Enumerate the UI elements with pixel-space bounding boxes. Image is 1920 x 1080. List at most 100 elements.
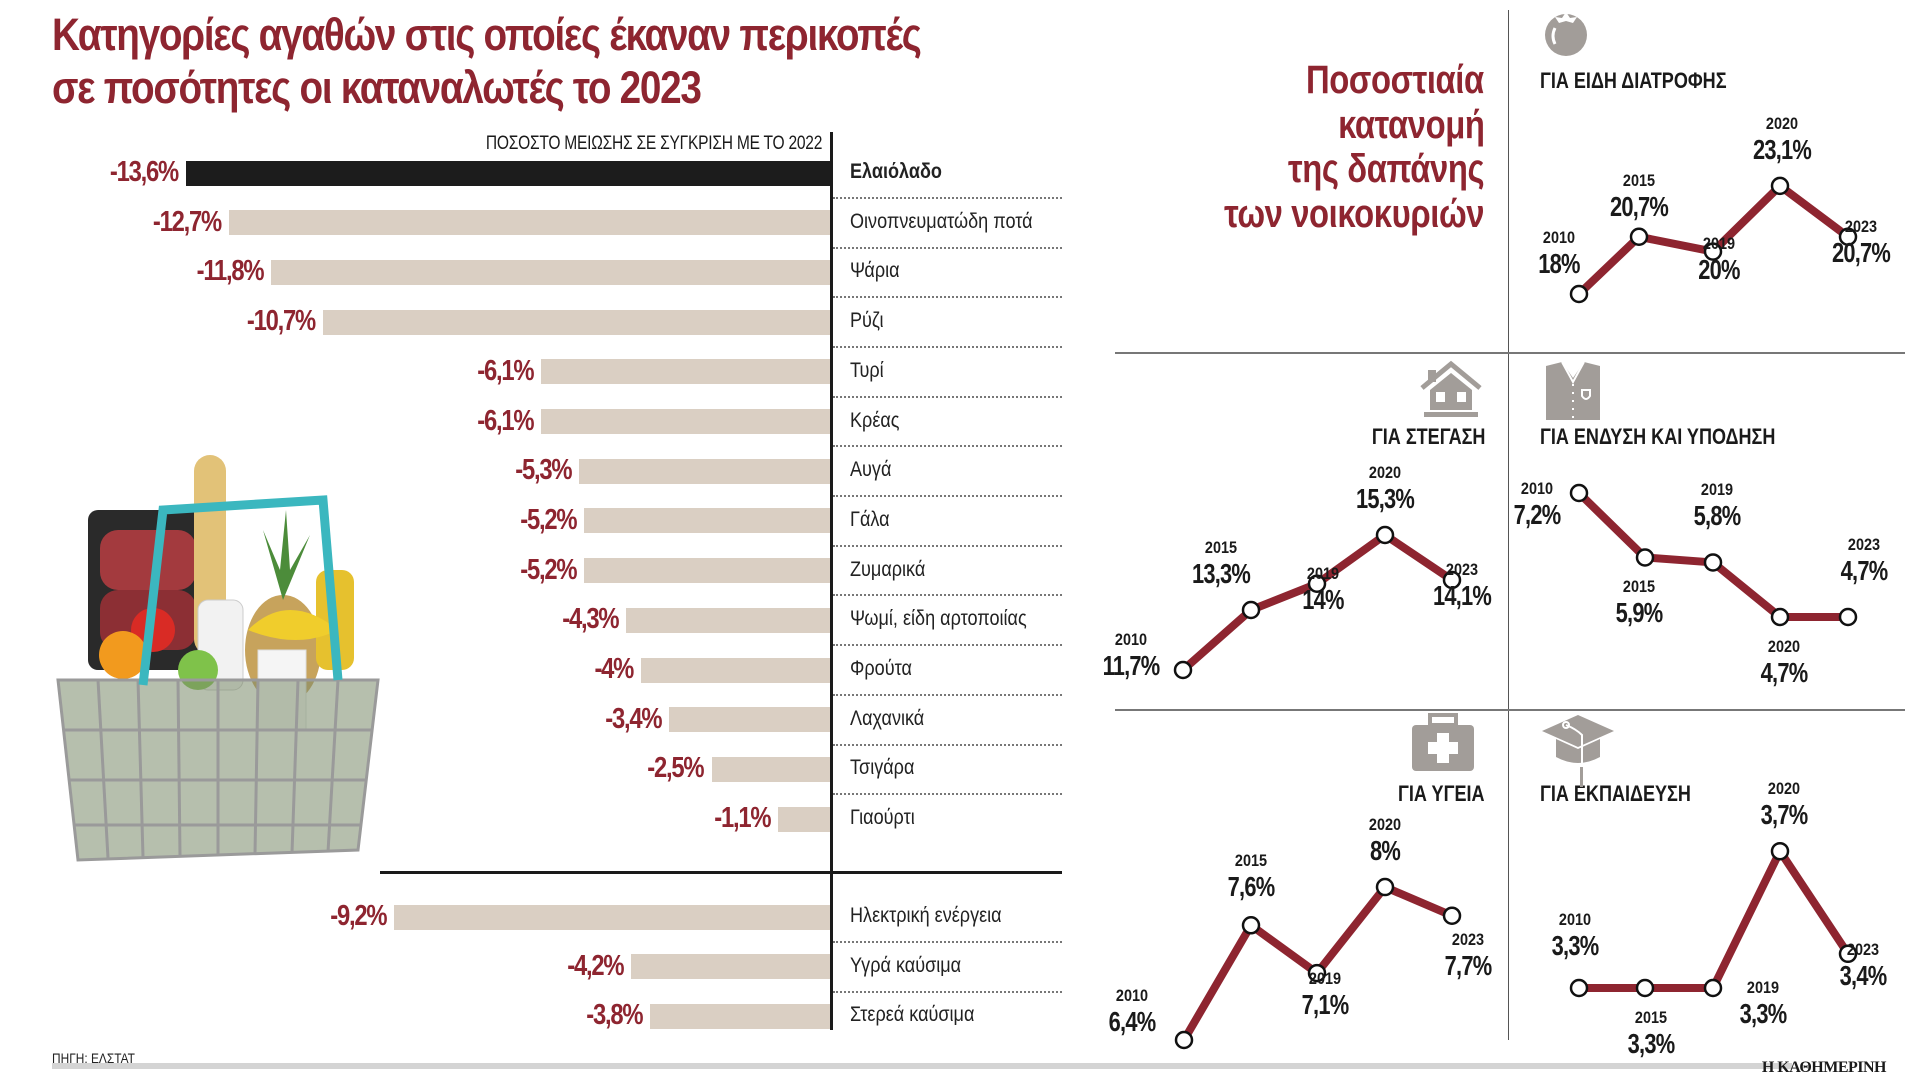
data-point (1770, 176, 1790, 196)
value-label: 3,3% (1739, 998, 1787, 1029)
footer-rule (52, 1063, 1792, 1069)
house-icon (1420, 360, 1482, 417)
row-divider (833, 296, 1062, 299)
data-point (1635, 978, 1655, 998)
year-label: 2020 (1767, 779, 1801, 799)
category-label: Ελαιόλαδο (850, 160, 942, 183)
year-label: 2020 (1368, 463, 1402, 482)
year-label: 2019 (1746, 978, 1780, 997)
bar (583, 558, 830, 584)
category-label: Τυρί (850, 358, 884, 382)
row-divider (833, 246, 1062, 249)
value-label: 5,9% (1615, 597, 1663, 629)
housing-chart-title: ΓΙΑ ΣΤΕΓΑΣΗ (1371, 424, 1485, 449)
row-divider (833, 940, 1062, 943)
heading-line: Ποσοστιαία (1306, 58, 1484, 102)
row-divider (833, 395, 1062, 398)
title-line-1: Κατηγορίες αγαθών στις οποίες έκαναν περ… (52, 9, 922, 60)
chart-title: Κατηγορίες αγαθών στις οποίες έκαναν περ… (52, 8, 922, 114)
bar-chart-subtitle: ΠΟΣΟΣΤΟ ΜΕΙΩΣΗΣ ΣΕ ΣΥΓΚΡΙΣΗ ΜΕ ΤΟ 2022 (485, 133, 823, 154)
year-label: 2010 (1114, 630, 1148, 649)
row-divider (833, 345, 1062, 348)
value-label: 3,3% (1627, 1028, 1675, 1059)
row-divider (833, 743, 1062, 746)
year-label: 2010 (1115, 986, 1149, 1005)
shirt-icon (1546, 361, 1600, 420)
orange (99, 631, 147, 679)
bar (711, 756, 830, 782)
category-label: Λαχανικά (850, 706, 925, 730)
bananas (248, 610, 338, 640)
value-label: 8% (1369, 835, 1401, 867)
bar-value-label: -5,3% (515, 454, 572, 487)
value-label: 23,1% (1752, 133, 1812, 165)
first-aid-kit-icon (1412, 713, 1474, 771)
bar (271, 259, 830, 285)
value-label: 7,6% (1227, 871, 1275, 903)
bar (394, 904, 830, 930)
meat (100, 530, 196, 590)
year-label: 2019 (1306, 563, 1340, 583)
bar-value-label: -11,8% (196, 255, 265, 288)
row-divider (833, 644, 1062, 647)
value-label: 3,3% (1551, 930, 1599, 961)
bar (228, 210, 830, 236)
category-label: Ψάρια (850, 259, 900, 283)
value-label: 13,3% (1191, 558, 1251, 589)
year-label: 2015 (1234, 851, 1268, 871)
heading-line: κατανομή (1337, 102, 1485, 147)
data-point (1375, 877, 1395, 897)
bar-value-label: -5,2% (519, 553, 577, 586)
year-label: 2015 (1622, 577, 1656, 597)
bar (541, 409, 830, 434)
category-label: Ζυμαρικά (850, 557, 926, 581)
tomato-icon (1545, 12, 1587, 56)
bar-value-label: -3,8% (586, 999, 643, 1032)
heading-line: των νοικοκυριών (1223, 191, 1484, 236)
series-line (1579, 847, 1852, 992)
value-label: 14,1% (1432, 580, 1492, 611)
value-label: 20% (1698, 253, 1740, 285)
panel-divider-vertical (1508, 10, 1509, 1040)
bar-value-label: -4,2% (567, 949, 624, 982)
category-label: Γάλα (850, 507, 890, 531)
bar-value-label: -3,4% (605, 702, 662, 735)
bar (640, 657, 830, 683)
year-label: 2019 (1700, 480, 1734, 500)
data-point (1174, 1030, 1194, 1050)
year-label: 2020 (1767, 637, 1801, 656)
category-label: Ρύζι (850, 309, 884, 333)
year-label: 2020 (1765, 113, 1799, 133)
value-label: 6,4% (1108, 1006, 1156, 1037)
bar (583, 508, 830, 534)
value-label: 5,8% (1693, 500, 1741, 532)
bar (650, 1003, 830, 1029)
year-label: 2015 (1634, 1008, 1668, 1027)
data-point (1703, 553, 1723, 572)
bar (579, 458, 830, 484)
section-heading: Ποσοστιαία κατανομή της δαπάνης των νοικ… (1064, 58, 1484, 236)
panel-divider-horizontal (1115, 352, 1905, 354)
pineapple-leaves (263, 510, 310, 600)
value-label: 4,7% (1760, 657, 1808, 688)
row-divider (833, 693, 1062, 696)
bar (323, 309, 830, 335)
shopping-basket-illustration (56, 455, 380, 862)
year-label: 2010 (1542, 228, 1576, 247)
data-point (1838, 607, 1858, 627)
bar (541, 359, 830, 385)
row-divider (833, 495, 1062, 498)
bar (631, 954, 830, 980)
row-divider (833, 793, 1062, 796)
bar (669, 707, 830, 733)
data-point (1770, 841, 1790, 861)
bar-value-label: -4% (594, 653, 634, 685)
data-point (1770, 607, 1790, 627)
row-divider (833, 544, 1062, 547)
row-divider (833, 445, 1062, 448)
value-label: 7,2% (1513, 499, 1561, 530)
value-label: 7,1% (1301, 989, 1349, 1021)
category-label: Γιαούρτι (850, 806, 915, 830)
year-label: 2023 (1846, 939, 1880, 959)
value-label: 3,4% (1839, 959, 1887, 991)
